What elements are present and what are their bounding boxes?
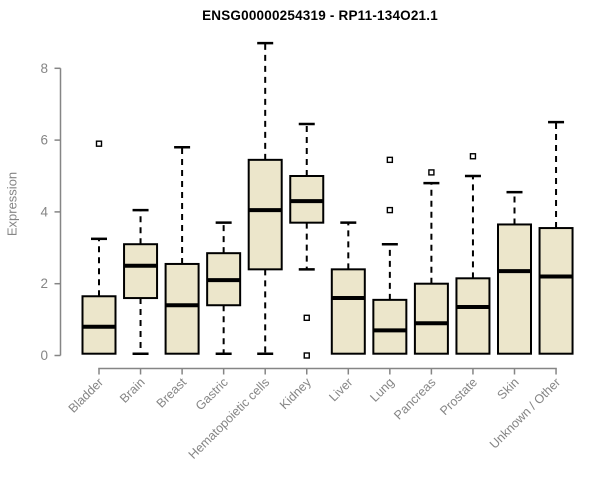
y-tick-label: 4 [40,204,48,219]
chart-title: ENSG00000254319 - RP11-134O21.1 [202,8,438,23]
x-tick-label-brain: Brain [117,375,148,406]
box-hematopoietic-cells [247,158,283,271]
x-tick-label-breast: Breast [154,375,190,411]
outlier-point-kidney-0 [303,314,310,322]
box-skin [497,223,532,355]
x-tick-label-gastric: Gastric [193,375,231,413]
y-tick-label: 0 [40,348,48,363]
outlier-point-bladder-0 [95,140,103,147]
box-prostate [455,277,491,355]
box-breast [164,262,200,355]
box-lung [372,298,408,355]
x-tick-label-pancreas: Pancreas [391,375,438,422]
x-tick-label-unknown-other: Unknown / Other [487,375,563,451]
box-liver [330,268,366,355]
y-tick-label: 2 [40,276,48,291]
y-tick-label: 6 [40,133,48,148]
x-tick-label-bladder: Bladder [66,375,106,415]
x-tick-label-skin: Skin [495,375,522,402]
x-tick-label-liver: Liver [326,375,355,404]
box-unknown-other [538,227,574,355]
box-brain [123,243,159,300]
outlier-point-pancreas-0 [428,169,435,176]
box-pancreas [413,282,449,355]
x-tick-label-prostate: Prostate [437,375,480,418]
x-tick-label-kidney: Kidney [277,375,314,412]
y-tick-label: 8 [40,61,48,76]
outlier-point-lung-1 [386,156,394,164]
x-tick-label-hematopoietic-cells: Hematopoietic cells [186,375,273,462]
outlier-point-lung-0 [386,206,394,214]
outlier-point-prostate-0 [469,153,477,160]
x-tick-label-lung: Lung [367,375,397,405]
outlier-point-kidney-1 [303,352,310,359]
